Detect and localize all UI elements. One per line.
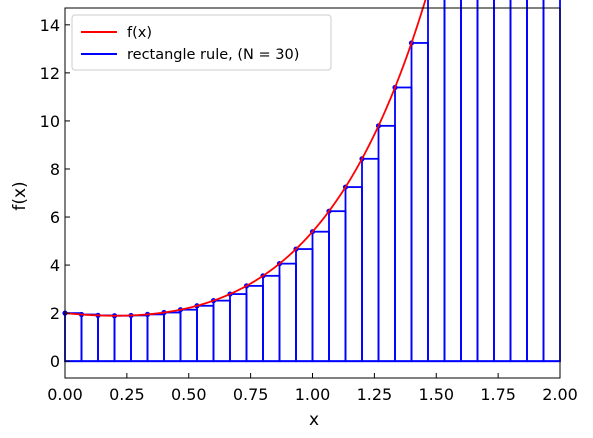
rectangle-30 xyxy=(542,0,561,363)
rectangle-13 xyxy=(262,274,281,363)
rectangle-11 xyxy=(229,293,248,363)
y-tick-label-0: 0 xyxy=(50,352,60,371)
y-axis-label: f(x) xyxy=(10,181,30,210)
rectangle-12 xyxy=(245,284,264,363)
rectangle-24 xyxy=(443,0,462,363)
y-tick-label-5: 10 xyxy=(40,112,60,131)
rectangle-23 xyxy=(427,0,446,363)
rectangle-15 xyxy=(295,248,314,363)
rectangle-7 xyxy=(163,311,182,363)
rectangle-21 xyxy=(394,86,413,363)
y-axis-ticks: 0 2 4 6 8 10 12 14 xyxy=(40,16,70,371)
rectangle-10 xyxy=(212,299,231,363)
x-tick-label-3: 0.75 xyxy=(233,385,269,404)
rectangle-28 xyxy=(509,0,528,363)
x-tick-label-6: 1.50 xyxy=(418,385,454,404)
x-tick-label-7: 1.75 xyxy=(480,385,516,404)
function-curve xyxy=(64,0,427,317)
x-tick-label-2: 0.50 xyxy=(171,385,207,404)
x-tick-label-1: 0.25 xyxy=(109,385,145,404)
legend-box xyxy=(71,14,332,71)
rectangle-20 xyxy=(377,124,396,363)
x-tick-label-8: 2.00 xyxy=(542,385,578,404)
legend: f(x) rectangle rule, (N = 30) xyxy=(71,14,332,71)
rectangle-29 xyxy=(526,0,545,363)
rectangle-6 xyxy=(146,313,165,363)
rectangle-27 xyxy=(493,0,512,363)
x-tick-label-0: 0.00 xyxy=(47,385,83,404)
rectangle-25 xyxy=(460,0,479,363)
y-tick-label-4: 8 xyxy=(50,160,60,179)
rectangle-14 xyxy=(278,262,297,363)
rectangle-3 xyxy=(97,314,116,363)
rectangle-26 xyxy=(476,0,495,363)
rectangle-9 xyxy=(196,304,215,363)
rectangle-4 xyxy=(113,314,132,363)
rectangle-17 xyxy=(328,210,347,363)
legend-label-rect: rectangle rule, (N = 30) xyxy=(127,47,299,63)
rectangle-18 xyxy=(344,186,363,363)
y-tick-label-2: 4 xyxy=(50,256,60,275)
rectangle-1 xyxy=(64,312,83,363)
x-tick-label-4: 1.00 xyxy=(295,385,331,404)
rectangle-2 xyxy=(80,313,99,363)
rectangle-16 xyxy=(311,230,330,363)
x-axis-label: x xyxy=(309,410,319,430)
rectangle-22 xyxy=(410,42,429,363)
x-tick-label-5: 1.25 xyxy=(357,385,393,404)
y-tick-label-3: 6 xyxy=(50,208,60,227)
x-axis-ticks: 0.00 0.25 0.50 0.75 1.00 1.25 1.50 1.75 2.00 xyxy=(47,373,578,404)
rectangle-8 xyxy=(179,308,198,363)
y-tick-label-6: 12 xyxy=(40,64,60,83)
y-tick-label-7: 14 xyxy=(40,16,60,35)
rectangle-5 xyxy=(130,314,149,363)
y-tick-label-1: 2 xyxy=(50,304,60,323)
legend-label-fx: f(x) xyxy=(127,25,152,41)
rectangle-19 xyxy=(361,157,380,363)
